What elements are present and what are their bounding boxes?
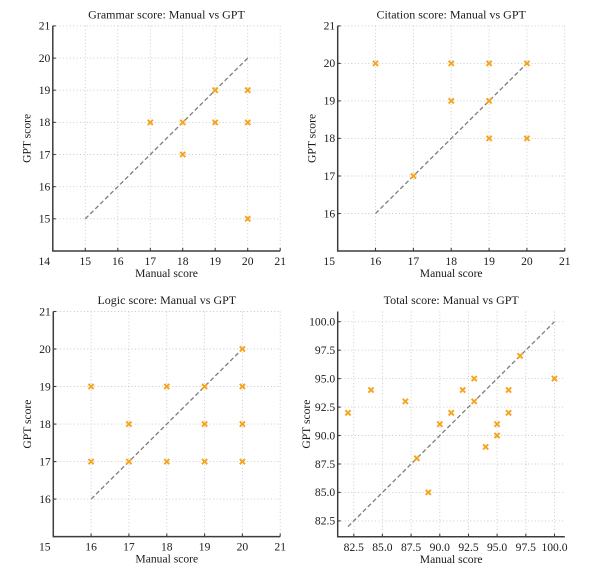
svg-text:Manual score: Manual score — [420, 553, 483, 566]
svg-text:18: 18 — [39, 116, 51, 129]
svg-text:Grammar score: Manual vs GPT: Grammar score: Manual vs GPT — [88, 8, 245, 22]
svg-text:20: 20 — [39, 343, 51, 356]
svg-text:82.5: 82.5 — [344, 541, 364, 554]
svg-text:19: 19 — [324, 95, 336, 108]
svg-text:17: 17 — [39, 455, 51, 468]
svg-text:100.0: 100.0 — [309, 316, 335, 329]
svg-text:85.0: 85.0 — [315, 486, 335, 499]
svg-text:16: 16 — [370, 255, 382, 268]
svg-text:87.5: 87.5 — [401, 541, 421, 554]
svg-text:15: 15 — [39, 213, 51, 226]
svg-text:Citation score: Manual vs GPT: Citation score: Manual vs GPT — [377, 8, 527, 22]
svg-text:18: 18 — [161, 541, 173, 554]
svg-text:21: 21 — [274, 541, 286, 554]
svg-text:19: 19 — [39, 84, 51, 97]
svg-text:14: 14 — [39, 255, 51, 268]
svg-text:19: 19 — [199, 541, 211, 554]
svg-text:16: 16 — [112, 255, 124, 268]
svg-text:16: 16 — [39, 181, 51, 194]
svg-text:16: 16 — [85, 541, 97, 554]
svg-text:GPT score: GPT score — [305, 114, 318, 163]
svg-text:18: 18 — [445, 255, 457, 268]
svg-text:19: 19 — [483, 255, 495, 268]
svg-text:GPT score: GPT score — [300, 400, 313, 449]
svg-text:95.0: 95.0 — [487, 541, 507, 554]
svg-text:17: 17 — [408, 255, 420, 268]
svg-text:15: 15 — [323, 255, 335, 268]
svg-text:Logic score: Manual vs GPT: Logic score: Manual vs GPT — [97, 293, 236, 307]
svg-text:87.5: 87.5 — [315, 458, 335, 471]
svg-text:97.5: 97.5 — [315, 344, 335, 357]
svg-text:92.5: 92.5 — [458, 541, 478, 554]
svg-text:100.0: 100.0 — [541, 541, 567, 554]
svg-text:17: 17 — [39, 148, 51, 161]
svg-text:15: 15 — [39, 541, 51, 554]
svg-text:Manual score: Manual score — [420, 267, 483, 280]
svg-text:21: 21 — [39, 305, 51, 318]
svg-text:20: 20 — [39, 52, 51, 65]
svg-text:21: 21 — [559, 255, 571, 268]
svg-text:17: 17 — [324, 170, 336, 183]
svg-text:Manual score: Manual score — [135, 553, 198, 566]
svg-text:Manual score: Manual score — [135, 267, 198, 280]
svg-text:85.0: 85.0 — [372, 541, 392, 554]
svg-text:20: 20 — [324, 57, 336, 70]
svg-text:18: 18 — [177, 255, 189, 268]
svg-text:20: 20 — [242, 255, 254, 268]
svg-text:15: 15 — [80, 255, 92, 268]
svg-text:19: 19 — [39, 380, 51, 393]
svg-text:21: 21 — [274, 255, 286, 268]
svg-text:20: 20 — [237, 541, 249, 554]
svg-text:17: 17 — [123, 541, 135, 554]
svg-text:18: 18 — [324, 132, 336, 145]
svg-text:16: 16 — [39, 493, 51, 506]
svg-text:95.0: 95.0 — [315, 372, 335, 385]
svg-text:21: 21 — [39, 20, 51, 33]
svg-text:17: 17 — [145, 255, 157, 268]
svg-text:GPT score: GPT score — [21, 114, 34, 163]
svg-text:92.5: 92.5 — [315, 401, 335, 414]
svg-text:90.0: 90.0 — [315, 429, 335, 442]
svg-text:Total score: Manual vs GPT: Total score: Manual vs GPT — [384, 293, 520, 307]
svg-text:16: 16 — [324, 207, 336, 220]
svg-text:90.0: 90.0 — [430, 541, 450, 554]
svg-text:82.5: 82.5 — [315, 515, 335, 528]
svg-text:18: 18 — [39, 418, 51, 431]
svg-text:19: 19 — [209, 255, 221, 268]
svg-text:21: 21 — [324, 20, 336, 33]
svg-text:GPT score: GPT score — [21, 400, 34, 449]
svg-text:20: 20 — [521, 255, 533, 268]
svg-text:97.5: 97.5 — [516, 541, 536, 554]
